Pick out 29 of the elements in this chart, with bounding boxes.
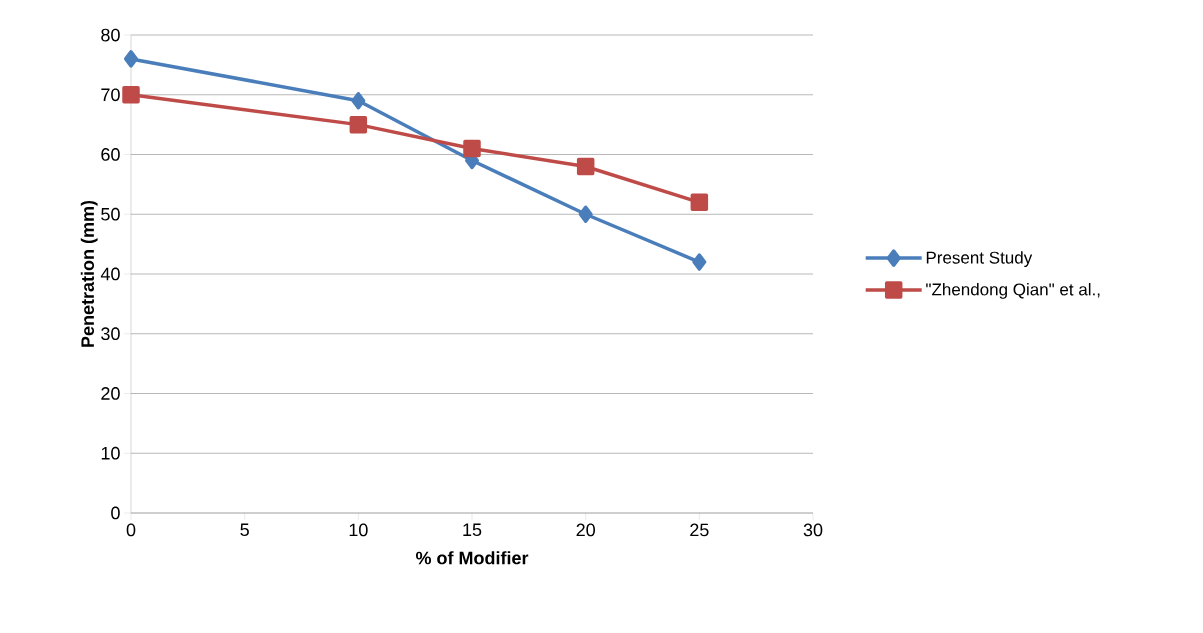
point [692,253,707,271]
y-axis-title: Penetration (mm) [80,200,98,347]
x-tick-label: 30 [803,523,823,537]
point [124,50,138,68]
point [463,139,481,158]
point [349,115,368,134]
y-tick-label: 10 [101,446,120,460]
x-tick-label: 0 [126,523,136,537]
y-tick-label: 20 [101,387,120,400]
x-tick-label: 15 [463,523,482,537]
x-tick-label: 20 [576,523,595,537]
point [578,205,593,223]
point [690,193,709,212]
legend-label: Present Study [926,251,1033,268]
x-tick-label: 10 [349,523,368,537]
y-tick-label: 70 [101,88,120,102]
y-tick-label: 60 [101,148,120,161]
x-tick-label: 25 [690,523,709,537]
x-tick-label: 5 [240,523,249,537]
y-tick-label: 50 [101,207,120,221]
point [351,91,366,110]
x-axis-title: % of Modifier [415,551,529,565]
point [122,86,140,104]
y-tick-label: 0 [111,506,120,520]
y-tick-label: 30 [101,327,120,341]
point [576,157,595,176]
legend-label: "Zhendong Qian" et al., [926,283,1100,299]
y-tick-label: 40 [100,267,120,281]
y-tick-label: 80 [101,28,120,42]
